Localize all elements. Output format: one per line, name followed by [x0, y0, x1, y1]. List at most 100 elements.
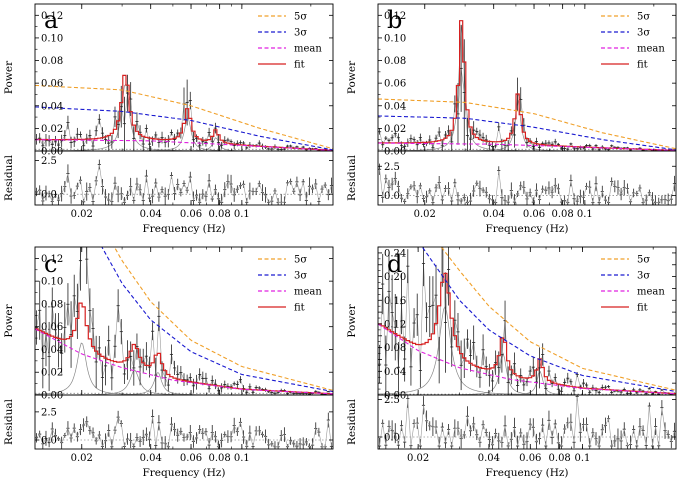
ytick-label-d-2: 0.04	[384, 367, 406, 378]
xtick-label-b-0: 0.02	[414, 209, 436, 220]
mean-line-b	[378, 142, 676, 151]
residual-line-a	[36, 164, 332, 204]
residual-label-a: Residual	[3, 154, 15, 201]
xtick-label-a-0: 0.02	[71, 209, 93, 220]
ytick-label-b-5: 0.10	[384, 33, 406, 44]
ytick-label-d-12: 0.24	[384, 248, 406, 259]
ytick-label-c-0: 0.00	[41, 391, 63, 402]
ytick-label-c-1: 0.02	[41, 368, 63, 379]
main-frame-a	[34, 3, 334, 152]
legend-label-b-0: 5σ	[637, 12, 650, 23]
xtick-label-a-4: 0.1	[234, 209, 250, 220]
legend-label-a-1: 3σ	[294, 28, 307, 39]
component-b-0	[378, 25, 676, 151]
ytick-label-b-6: 0.12	[384, 11, 406, 22]
xtick-label-a-2: 0.06	[180, 209, 202, 220]
xtick-label-a-3: 0.08	[209, 209, 231, 220]
legend-label-a-0: 5σ	[294, 12, 307, 23]
xtick-label-b-2: 0.06	[523, 209, 545, 220]
sigma3-line-c	[101, 247, 333, 393]
ytick-label-a-5: 0.10	[41, 33, 63, 44]
legend-label-c-1: 3σ	[294, 271, 307, 282]
sigma5-line-b	[378, 98, 676, 150]
ytick-label-c-2: 0.04	[41, 345, 63, 356]
ytick-label-a-1: 0.02	[41, 124, 63, 135]
legend-label-c-0: 5σ	[294, 255, 307, 266]
residual-label-d: Residual	[346, 398, 358, 445]
legend-label-a-3: fit	[294, 60, 305, 71]
residual-plot-c	[35, 409, 333, 449]
ytick-label-c-6: 0.12	[41, 254, 63, 265]
panel-letter-b: b	[387, 6, 402, 34]
xtick-label-d-1: 0.04	[478, 453, 500, 464]
ytick-label-b-1: 0.02	[384, 124, 406, 135]
ytick-label-d-10: 0.20	[384, 272, 406, 283]
ytick-label-d-8: 0.16	[384, 296, 406, 307]
ytick-label-c-5: 0.10	[41, 277, 63, 288]
sigma5-line-a	[35, 84, 333, 150]
legend-label-b-1: 3σ	[637, 28, 650, 39]
residual-ytick-label-a-0: 0.0	[41, 190, 57, 201]
xtick-label-d-2: 0.06	[519, 453, 541, 464]
xtick-label-c-2: 0.06	[180, 453, 202, 464]
component-d-2	[378, 370, 676, 395]
ytick-label-a-0: 0.00	[41, 147, 63, 158]
panel-c: 0.00 0.02 0.04 0.06 0.08 0.10 0.12 0.0 2.5 0.02 0.…	[3, 246, 334, 479]
legend-label-d-3: fit	[637, 303, 648, 314]
mean-line-d	[378, 323, 676, 395]
panel-letter-d: d	[387, 250, 402, 278]
component-d-1	[378, 352, 676, 395]
panel-letter-a: a	[44, 6, 58, 34]
residual-line-c	[36, 416, 332, 448]
panel-d: 0.00 0.04 0.08 0.12 0.16 0.20 0.24 0.0 2.5 0.02 0.…	[346, 246, 677, 479]
ytick-label-a-3: 0.06	[41, 79, 63, 90]
residual-ytick-label-d-0: 0.0	[384, 433, 400, 444]
legend-label-c-3: fit	[294, 303, 305, 314]
fit-line-b	[378, 20, 676, 151]
ylabel-a: Power	[3, 60, 15, 94]
main-plot-a	[35, 74, 333, 151]
panel-b: 0.00 0.02 0.04 0.06 0.08 0.10 0.12 0.0 2.5 0.02 0.…	[346, 3, 677, 235]
xtick-label-d-3: 0.08	[549, 453, 571, 464]
residual-plot-d	[378, 395, 676, 449]
panel-letter-c: c	[44, 250, 57, 278]
legend-label-d-2: mean	[637, 287, 665, 298]
ytick-label-a-6: 0.12	[41, 11, 63, 22]
ytick-label-a-2: 0.04	[41, 101, 63, 112]
xlabel-b: Frequency (Hz)	[485, 223, 568, 235]
xlabel-d: Frequency (Hz)	[485, 467, 568, 479]
residual-frame-d	[377, 394, 677, 450]
ytick-label-a-4: 0.08	[41, 56, 63, 67]
mean-line-c	[35, 328, 333, 395]
ytick-label-b-2: 0.04	[384, 101, 406, 112]
sigma3-line-a	[35, 106, 333, 151]
residual-plot-b	[378, 163, 676, 205]
residual-ytick-label-d-1: 2.5	[384, 395, 400, 406]
ytick-label-b-3: 0.06	[384, 79, 406, 90]
residual-line-b	[379, 169, 675, 204]
residual-ytick-label-c-1: 2.5	[41, 407, 57, 418]
legend-label-a-2: mean	[294, 44, 322, 55]
main-plot-b	[378, 20, 676, 151]
main-plot-c	[35, 247, 333, 395]
sigma5-line-d	[440, 247, 676, 391]
residual-frame-c	[34, 394, 334, 450]
sigma3-line-b	[378, 115, 676, 151]
residual-ytick-label-b-1: 2.5	[384, 162, 400, 173]
xtick-label-c-4: 0.1	[234, 453, 250, 464]
ytick-label-b-0: 0.00	[384, 147, 406, 158]
component-c-0	[35, 342, 333, 395]
xtick-label-d-0: 0.02	[407, 453, 429, 464]
legend-label-d-0: 5σ	[637, 255, 650, 266]
ytick-label-d-4: 0.08	[384, 343, 406, 354]
residual-plot-a	[35, 159, 333, 205]
panel-a: 0.00 0.02 0.04 0.06 0.08 0.10 0.12 0.0 2.5 0.02 0.…	[3, 3, 334, 235]
mean-line-a	[35, 139, 333, 151]
xtick-label-d-4: 0.1	[574, 453, 590, 464]
xtick-label-b-1: 0.04	[483, 209, 505, 220]
xtick-label-b-4: 0.1	[577, 209, 593, 220]
ylabel-d: Power	[346, 303, 358, 337]
residual-frame-a	[34, 150, 334, 206]
legend-label-c-2: mean	[294, 287, 322, 298]
